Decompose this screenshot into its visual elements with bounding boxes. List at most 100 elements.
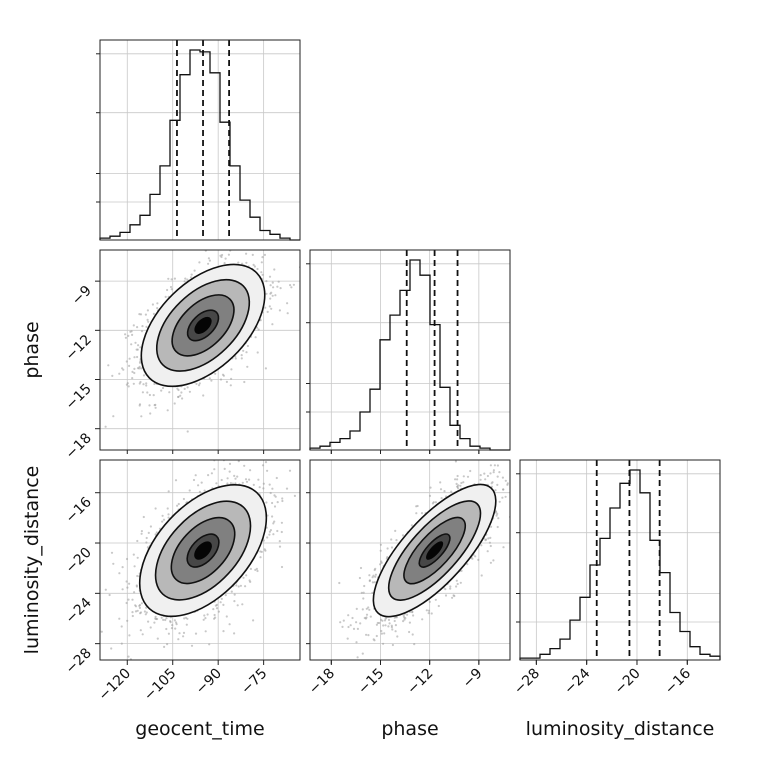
panel-frame (99, 249, 301, 451)
sample-point (133, 591, 136, 594)
sample-point (153, 404, 156, 407)
sample-point (249, 580, 252, 584)
sample-point (402, 614, 405, 617)
sample-point (182, 631, 186, 635)
sample-point (375, 623, 378, 626)
sample-point (164, 295, 167, 298)
sample-point (365, 633, 368, 636)
sample-point (459, 484, 462, 487)
sample-point (145, 611, 148, 614)
panel-frame (99, 459, 301, 661)
sample-point (292, 283, 295, 286)
sample-point (262, 539, 265, 542)
sample-point (390, 538, 393, 541)
sample-point (161, 520, 164, 523)
sample-point (144, 313, 147, 316)
sample-point (80, 372, 82, 374)
sample-point (188, 489, 191, 492)
sample-point (456, 478, 459, 481)
sample-point (252, 483, 255, 486)
sample-point (434, 598, 437, 601)
sample-point (346, 637, 349, 640)
sample-point (149, 412, 152, 415)
sample-point (229, 384, 232, 387)
sample-point (375, 634, 378, 638)
sample-point (125, 580, 128, 583)
y-tick-label-phase: −18 (63, 430, 95, 462)
sample-point (383, 619, 387, 622)
sample-point (140, 602, 143, 605)
sample-point (471, 557, 474, 560)
sample-point (347, 614, 350, 617)
sample-point (363, 616, 366, 620)
sample-point (177, 502, 180, 506)
sample-point (501, 476, 504, 479)
sample-point (259, 556, 262, 559)
sample-point (273, 268, 276, 271)
sample-point (408, 621, 411, 624)
sample-point (240, 354, 243, 357)
sample-point (243, 380, 246, 384)
sample-point (142, 383, 145, 386)
sample-point (251, 253, 254, 256)
sample-point (142, 515, 145, 519)
sample-point (225, 380, 228, 383)
sample-point (492, 471, 495, 474)
sample-point (131, 377, 134, 380)
sample-point (474, 555, 477, 558)
sample-point (131, 611, 134, 614)
sample-point (361, 652, 364, 655)
sample-point (358, 576, 361, 580)
x-tick-label-luminosity-distance: −16 (662, 665, 694, 697)
sample-point (153, 621, 156, 624)
sample-point (268, 530, 271, 533)
sample-point (276, 501, 279, 504)
sample-point (268, 483, 271, 486)
sample-point (160, 616, 163, 619)
sample-point (165, 627, 168, 631)
sample-point (161, 514, 164, 517)
sample-point (254, 336, 257, 339)
sample-point (488, 541, 491, 544)
sample-point (193, 269, 196, 272)
sample-point (135, 348, 138, 351)
sample-point (514, 443, 516, 445)
sample-point (460, 481, 463, 485)
sample-point (110, 551, 114, 554)
sample-point (134, 610, 138, 613)
sample-point (289, 284, 292, 287)
sample-point (130, 330, 133, 333)
sample-point (391, 643, 394, 647)
sample-point (132, 324, 135, 327)
sample-point (374, 575, 377, 578)
sample-point (217, 610, 220, 613)
sample-point (111, 374, 114, 377)
sample-point (254, 568, 257, 572)
sample-point (356, 656, 359, 659)
sample-point (242, 576, 245, 579)
sample-point (497, 517, 500, 520)
sample-point (140, 330, 144, 333)
sample-point (256, 267, 259, 271)
sample-point (147, 620, 150, 623)
sample-point (489, 536, 492, 540)
sample-point (175, 621, 178, 624)
sample-point (486, 550, 489, 553)
y-tick-label-luminosity-distance: −16 (63, 494, 95, 526)
sample-point (121, 367, 124, 370)
sample-point (271, 323, 274, 326)
sample-point (183, 280, 186, 283)
sample-point (208, 377, 211, 380)
y-tick-label-phase: −12 (63, 332, 95, 364)
sample-point (246, 344, 249, 348)
density-layer (310, 443, 516, 660)
sample-point (466, 563, 469, 566)
sample-point (163, 645, 166, 649)
sample-point (188, 390, 191, 393)
sample-point (380, 560, 383, 563)
sample-point (222, 374, 225, 377)
sample-point (145, 384, 148, 387)
sample-point (228, 470, 231, 473)
sample-point (133, 367, 136, 370)
